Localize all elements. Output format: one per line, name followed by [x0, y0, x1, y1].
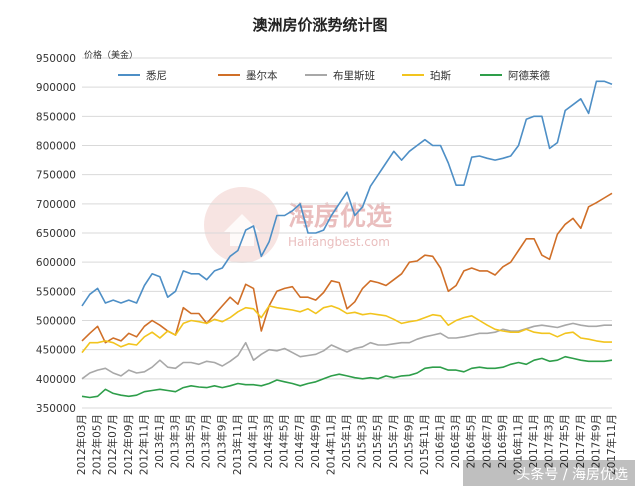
- x-tick-label: 2017年11月: [605, 414, 618, 475]
- y-axis-label: 价格（美金）: [84, 49, 138, 61]
- x-tick-label: 2012年09月: [122, 414, 135, 475]
- x-tick-label: 2012年05月: [91, 414, 104, 475]
- x-tick-label: 2012年07月: [106, 414, 119, 475]
- legend-label: 阿德莱德: [508, 69, 550, 82]
- x-tick-label: 2014年11月: [324, 414, 337, 475]
- x-tick-label: 2013年1月: [153, 414, 166, 468]
- x-tick-label: 2014年7月: [293, 414, 306, 468]
- x-tick-label: 2016年11月: [511, 414, 524, 475]
- x-tick-label: 2015年3月: [356, 414, 369, 468]
- x-tick-label: 2013年5月: [184, 414, 197, 468]
- watermark-house-icon: [224, 214, 260, 246]
- series-line-4: [81, 305, 612, 354]
- x-tick-label: 2013年3月: [169, 414, 182, 468]
- y-tick-label: 600000: [36, 257, 76, 269]
- watermark: 海房优选 Haifangbest.com: [204, 187, 392, 263]
- footer-bg: [463, 460, 635, 486]
- x-tick-label: 2016年3月: [449, 414, 462, 468]
- x-tick-label: 2014年3月: [262, 414, 275, 468]
- y-axis: 350000 400000 450000 500000 550000 600000 6500…: [36, 53, 76, 415]
- series-line-1: [81, 80, 613, 307]
- x-tick-label: 2015年1月: [340, 414, 353, 468]
- y-tick-label: 850000: [36, 111, 76, 123]
- legend-label: 悉尼: [146, 70, 167, 82]
- watermark-text: 海房优选: [288, 202, 392, 232]
- x-tick-label: 2013年7月: [200, 414, 213, 468]
- y-tick-label: 650000: [36, 228, 76, 240]
- y-tick-label: 950000: [36, 53, 76, 65]
- y-tick-label: 500000: [36, 316, 76, 328]
- grid: [82, 57, 612, 409]
- y-tick-label: 400000: [36, 374, 76, 386]
- legend-label: 布里斯班: [333, 69, 375, 82]
- legend: 悉尼 墨尔本 布里斯班 珀斯 阿德莱德: [118, 69, 550, 82]
- x-tick-label: 2014年1月: [246, 414, 259, 468]
- x-tick-label: 2017年7月: [574, 414, 587, 468]
- y-tick-label: 700000: [36, 199, 76, 211]
- x-tick-label: 2016年5月: [465, 414, 478, 468]
- y-tick-label: 900000: [36, 82, 76, 94]
- x-tick-label: 2017年9月: [589, 414, 602, 468]
- x-tick-label: 2015年9月: [402, 414, 415, 468]
- chart-title: 澳洲房价涨势统计图: [252, 16, 387, 34]
- y-tick-label: 450000: [36, 345, 76, 357]
- x-tick-label: 2012年11月: [137, 414, 150, 475]
- watermark-subtext: Haifangbest.com: [288, 235, 390, 249]
- y-tick-label: 550000: [36, 286, 76, 298]
- x-tick-label: 2015年7月: [387, 414, 400, 468]
- x-tick-label: 2014年5月: [278, 414, 291, 468]
- x-tick-label: 2017年3月: [543, 414, 556, 468]
- legend-label: 珀斯: [430, 69, 451, 82]
- x-tick-label: 2016年1月: [434, 414, 447, 468]
- x-tick-label: 2016年7月: [480, 414, 493, 468]
- y-tick-label: 750000: [36, 170, 76, 182]
- x-tick-label: 2012年03月: [75, 414, 88, 475]
- x-tick-label: 2015年11月: [418, 414, 431, 475]
- x-tick-label: 2015年5月: [371, 414, 384, 468]
- x-tick-label: 2013年9月: [215, 414, 228, 468]
- x-tick-label: 2017年1月: [527, 414, 540, 468]
- x-tick-label: 2017年5月: [558, 414, 571, 468]
- x-tick-label: 2016年9月: [496, 414, 509, 468]
- x-axis: 2012年03月 2012年05月 2012年07月 2012年09月 2012年11月…: [75, 414, 618, 475]
- y-tick-label: 350000: [36, 403, 76, 415]
- y-tick-label: 800000: [36, 141, 76, 153]
- series-lines: [81, 80, 613, 399]
- x-tick-label: 2014年9月: [309, 414, 322, 468]
- footer-source: 头条号 / 海房优选: [516, 466, 628, 483]
- x-tick-label: 2013年11月: [231, 414, 244, 475]
- series-line-5: [81, 355, 613, 399]
- legend-label: 墨尔本: [246, 69, 278, 82]
